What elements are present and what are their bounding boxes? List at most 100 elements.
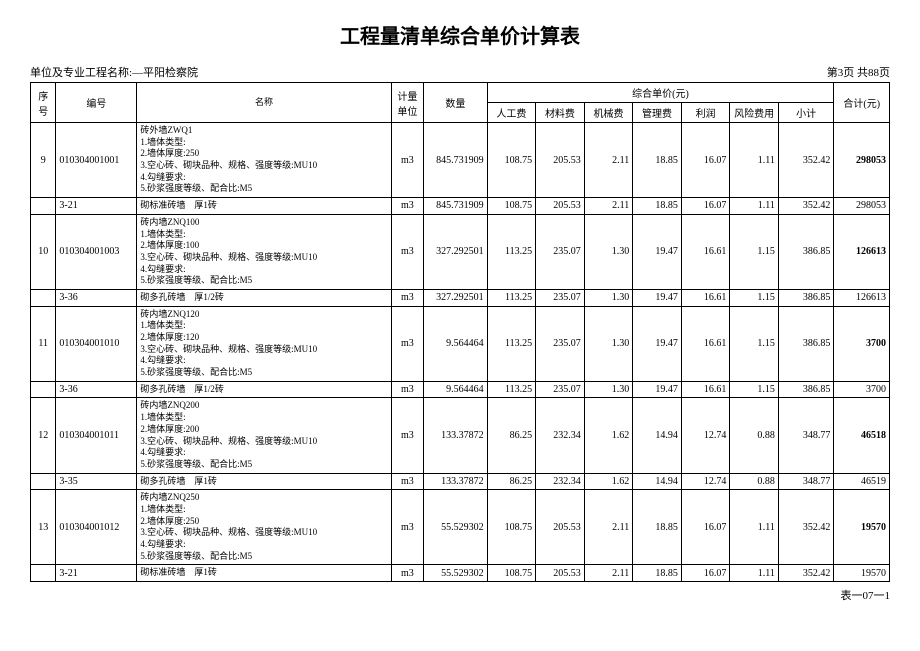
cell: 砌标准砖墙 厚1砖 xyxy=(137,565,391,582)
cell: 327.292501 xyxy=(424,214,488,289)
cell: 9.564464 xyxy=(424,306,488,381)
cell: 386.85 xyxy=(778,289,833,306)
th-subtotal: 小计 xyxy=(778,103,833,123)
cell: 3-36 xyxy=(56,381,137,398)
cell: 133.37872 xyxy=(424,473,488,490)
cell: 235.07 xyxy=(536,289,585,306)
cell: 3700 xyxy=(834,381,890,398)
cell: 16.61 xyxy=(681,306,730,381)
cell: 1.15 xyxy=(730,289,779,306)
th-machine: 机械费 xyxy=(584,103,633,123)
cell: 2.11 xyxy=(584,123,633,198)
cell: 16.61 xyxy=(681,381,730,398)
table-row: 12010304001011砖内墙ZNQ200 1.墙体类型: 2.墙体厚度:2… xyxy=(31,398,890,473)
cell: 1.30 xyxy=(584,289,633,306)
cell: 12.74 xyxy=(681,473,730,490)
th-profit: 利润 xyxy=(681,103,730,123)
cell: 18.85 xyxy=(633,198,682,215)
th-labor: 人工费 xyxy=(487,103,536,123)
cell: 1.15 xyxy=(730,381,779,398)
cell: 16.61 xyxy=(681,289,730,306)
cell: 108.75 xyxy=(487,490,536,565)
cell xyxy=(31,565,56,582)
cell: 19570 xyxy=(834,565,890,582)
th-qty: 数量 xyxy=(424,83,488,123)
cell: 010304001003 xyxy=(56,214,137,289)
cell: 298053 xyxy=(834,198,890,215)
cell: 386.85 xyxy=(778,381,833,398)
cell: 845.731909 xyxy=(424,123,488,198)
cell: 386.85 xyxy=(778,306,833,381)
cell: 232.34 xyxy=(536,398,585,473)
cell: 0.88 xyxy=(730,398,779,473)
cell: 19570 xyxy=(834,490,890,565)
cell: 46518 xyxy=(834,398,890,473)
cell: 113.25 xyxy=(487,289,536,306)
cell: 352.42 xyxy=(778,565,833,582)
cell: 55.529302 xyxy=(424,565,488,582)
cell: 1.11 xyxy=(730,490,779,565)
th-price-group: 综合单价(元) xyxy=(487,83,834,103)
table-row: 3-36砌多孔砖墙 厚1/2砖m39.564464113.25235.071.3… xyxy=(31,381,890,398)
cell: 1.15 xyxy=(730,214,779,289)
cell: 19.47 xyxy=(633,214,682,289)
cell: 386.85 xyxy=(778,214,833,289)
cell: m3 xyxy=(391,381,423,398)
cell: 砖内墙ZNQ100 1.墙体类型: 2.墙体厚度:100 3.空心砖、砌块品种、… xyxy=(137,214,391,289)
cell: 18.85 xyxy=(633,490,682,565)
cell: m3 xyxy=(391,473,423,490)
cell: 1.62 xyxy=(584,473,633,490)
project-label: 单位及专业工程名称:—平阳检察院 xyxy=(30,64,198,80)
cell: 16.07 xyxy=(681,490,730,565)
cell: 845.731909 xyxy=(424,198,488,215)
cell: 010304001010 xyxy=(56,306,137,381)
cell: 18.85 xyxy=(633,123,682,198)
cell: 14.94 xyxy=(633,398,682,473)
cell: m3 xyxy=(391,214,423,289)
cell: 砖内墙ZNQ200 1.墙体类型: 2.墙体厚度:200 3.空心砖、砌块品种、… xyxy=(137,398,391,473)
cell: 11 xyxy=(31,306,56,381)
cell: 1.30 xyxy=(584,381,633,398)
cell xyxy=(31,289,56,306)
th-seq: 序号 xyxy=(31,83,56,123)
cell: 9.564464 xyxy=(424,381,488,398)
cell: m3 xyxy=(391,289,423,306)
cell: 352.42 xyxy=(778,490,833,565)
cell: 砖外墙ZWQ1 1.墙体类型: 2.墙体厚度:250 3.空心砖、砌块品种、规格… xyxy=(137,123,391,198)
cell: 352.42 xyxy=(778,123,833,198)
cell: 16.07 xyxy=(681,123,730,198)
cell: 9 xyxy=(31,123,56,198)
cell: 235.07 xyxy=(536,381,585,398)
table-body: 9010304001001砖外墙ZWQ1 1.墙体类型: 2.墙体厚度:250 … xyxy=(31,123,890,582)
cell: 18.85 xyxy=(633,565,682,582)
cell: 1.11 xyxy=(730,565,779,582)
table-row: 11010304001010砖内墙ZNQ120 1.墙体类型: 2.墙体厚度:1… xyxy=(31,306,890,381)
cell: 3-35 xyxy=(56,473,137,490)
meta-row: 单位及专业工程名称:—平阳检察院 第3页 共88页 xyxy=(30,64,890,80)
cell: 16.07 xyxy=(681,565,730,582)
cell: 0.88 xyxy=(730,473,779,490)
cell: 327.292501 xyxy=(424,289,488,306)
cell: m3 xyxy=(391,565,423,582)
cell: 1.11 xyxy=(730,123,779,198)
cell: 010304001012 xyxy=(56,490,137,565)
cell: 16.61 xyxy=(681,214,730,289)
footer-label: 表一07一1 xyxy=(30,587,890,603)
cell: 砖内墙ZNQ250 1.墙体类型: 2.墙体厚度:250 3.空心砖、砌块品种、… xyxy=(137,490,391,565)
cell: 113.25 xyxy=(487,381,536,398)
cell: 3-36 xyxy=(56,289,137,306)
cell: 砖内墙ZNQ120 1.墙体类型: 2.墙体厚度:120 3.空心砖、砌块品种、… xyxy=(137,306,391,381)
th-code: 编号 xyxy=(56,83,137,123)
th-risk: 风险费用 xyxy=(730,103,779,123)
cell: 19.47 xyxy=(633,306,682,381)
table-row: 3-36砌多孔砖墙 厚1/2砖m3327.292501113.25235.071… xyxy=(31,289,890,306)
page-title: 工程量清单综合单价计算表 xyxy=(30,20,890,49)
th-name: 名称 xyxy=(137,83,391,123)
cell: 108.75 xyxy=(487,198,536,215)
page-info: 第3页 共88页 xyxy=(827,64,890,80)
cell: 1.30 xyxy=(584,306,633,381)
cell: 2.11 xyxy=(584,198,633,215)
cell: 12.74 xyxy=(681,398,730,473)
th-material: 材料费 xyxy=(536,103,585,123)
cell: 010304001011 xyxy=(56,398,137,473)
